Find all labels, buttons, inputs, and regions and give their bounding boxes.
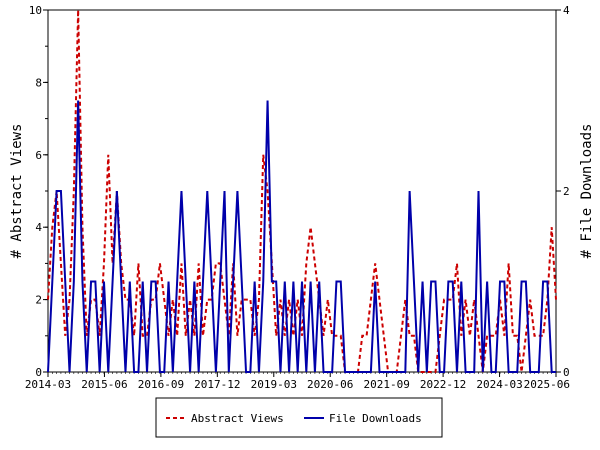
x-tick-label: 2025-06 xyxy=(524,378,570,391)
x-tick-label: 2022-12 xyxy=(420,378,466,391)
y-tick-label: 6 xyxy=(35,149,42,162)
legend-label-file-downloads: File Downloads xyxy=(329,412,422,425)
series-layer xyxy=(47,9,557,373)
y-axis-right: 0 2 4 xyxy=(556,4,570,379)
y2-tick-label: 4 xyxy=(563,4,570,17)
x-tick-label: 2016-09 xyxy=(138,378,184,391)
legend: Abstract Views File Downloads xyxy=(155,397,443,438)
y2-tick-label: 0 xyxy=(563,366,570,379)
y-tick-label: 4 xyxy=(35,221,42,234)
y2-tick-label: 2 xyxy=(563,185,570,198)
y2-axis-title: # File Downloads xyxy=(579,124,595,259)
x-tick-label: 2017-12 xyxy=(194,378,240,391)
y-axis-title: # Abstract Views xyxy=(9,124,25,259)
y-axis-left: 0 2 4 6 8 10 xyxy=(29,4,48,379)
series-line-file-downloads xyxy=(47,100,556,373)
y-tick-label: 0 xyxy=(35,366,42,379)
y-tick-label: 2 xyxy=(35,294,42,307)
x-tick-label: 2019-03 xyxy=(251,378,297,391)
x-tick-label: 2024-03 xyxy=(476,378,522,391)
legend-label-abstract-views: Abstract Views xyxy=(191,412,284,425)
x-tick-label: 2020-06 xyxy=(307,378,353,391)
x-tick-label: 2014-03 xyxy=(25,378,71,391)
y-tick-label: 10 xyxy=(29,4,42,17)
legend-box xyxy=(155,397,443,438)
x-axis: 2014-03 2015-06 2016-09 2017-12 2019-03 2020-… xyxy=(25,372,570,391)
series-line-abstract-views xyxy=(47,9,557,373)
plot-frame xyxy=(47,9,557,373)
y-tick-label: 8 xyxy=(35,76,42,89)
x-tick-label: 2015-06 xyxy=(81,378,127,391)
x-tick-label: 2021-09 xyxy=(363,378,409,391)
